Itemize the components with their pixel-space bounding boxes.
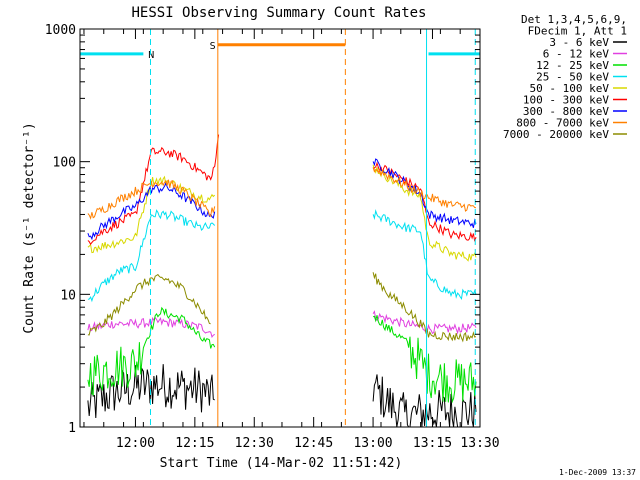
legend-entry-label: 12 - 25 keV xyxy=(536,59,609,72)
legend-entry-label: 3 - 6 keV xyxy=(549,36,609,49)
x-tick-label: 12:30 xyxy=(235,436,274,451)
legend-entry-label: 50 - 100 keV xyxy=(530,82,610,95)
series-line xyxy=(87,181,216,241)
series-line xyxy=(372,167,477,212)
series-line xyxy=(372,164,477,262)
series-layer xyxy=(87,134,477,428)
x-tick-label: 13:15 xyxy=(413,436,452,451)
series-line xyxy=(87,306,216,396)
x-axis: 12:00 12:15 12:30 12:45 13:00 13:15 13:30 xyxy=(83,29,500,451)
legend-entry-label: 100 - 300 keV xyxy=(523,94,609,107)
series-2 xyxy=(87,310,477,339)
series-line xyxy=(87,316,215,339)
y-axis-label: Count Rate (s⁻¹ detector⁻¹) xyxy=(22,122,37,333)
legend-entry-label: 800 - 7000 keV xyxy=(516,117,609,130)
series-line xyxy=(372,158,477,228)
series-line xyxy=(87,273,211,336)
series-line xyxy=(87,364,215,419)
series-line xyxy=(87,179,216,220)
interval-label: S xyxy=(210,41,216,52)
legend-entry-label: 6 - 12 keV xyxy=(543,48,610,61)
series-8 xyxy=(87,167,477,220)
series-4 xyxy=(87,209,477,303)
series-line xyxy=(372,315,477,404)
series-1 xyxy=(87,364,477,428)
legend-header: Det 1,3,4,5,6,9, xyxy=(521,13,627,26)
series-line xyxy=(87,175,216,254)
series-line xyxy=(87,134,220,246)
x-tick-label: 13:30 xyxy=(460,436,499,451)
x-axis-label: Start Time (14-Mar-02 11:51:42) xyxy=(160,456,403,471)
series-3 xyxy=(87,306,477,404)
series-line xyxy=(372,310,477,335)
chart-title: HESSI Observing Summary Count Rates xyxy=(131,5,426,21)
legend-entry-label: 300 - 800 keV xyxy=(523,105,609,118)
series-9 xyxy=(87,272,477,343)
series-line xyxy=(87,209,216,303)
series-line xyxy=(372,272,477,343)
interval-label: N xyxy=(148,50,154,61)
x-tick-label: 13:00 xyxy=(353,436,392,451)
y-tick-label: 10 xyxy=(60,288,76,303)
legend: Det 1,3,4,5,6,9,FDecim 1, Att 13 - 6 keV… xyxy=(503,13,627,141)
footer-timestamp: 1-Dec-2009 13:37 xyxy=(559,468,636,477)
x-tick-label: 12:00 xyxy=(116,436,155,451)
legend-entry-label: 25 - 50 keV xyxy=(536,71,609,84)
x-tick-label: 12:45 xyxy=(294,436,333,451)
plot-frame xyxy=(79,28,481,428)
y-axis: 1 10 100 1000 xyxy=(45,23,480,436)
legend-entry-label: 7000 - 20000 keV xyxy=(503,128,609,141)
y-tick-label: 1 xyxy=(68,421,76,436)
series-line xyxy=(372,209,477,300)
y-tick-label: 1000 xyxy=(45,23,76,38)
x-tick-label: 12:15 xyxy=(175,436,214,451)
y-tick-label: 100 xyxy=(53,156,76,171)
series-7 xyxy=(87,158,477,241)
legend-header: FDecim 1, Att 1 xyxy=(528,25,627,38)
series-5 xyxy=(87,164,477,262)
